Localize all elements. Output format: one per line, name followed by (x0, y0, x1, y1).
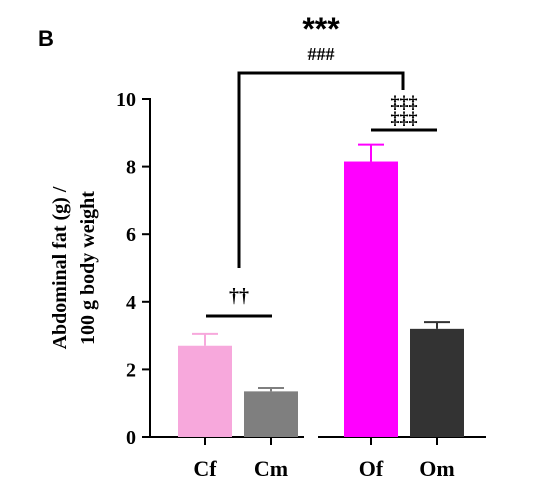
y-axis-label-line-2: 100 g body weight (77, 191, 99, 345)
main-significance-hash: ### (308, 44, 335, 64)
main-significance-stars: *** (302, 11, 340, 47)
x-tick-labels: Cf Cm Of Om (193, 456, 454, 481)
x-tick-label: Cm (254, 456, 288, 481)
x-tick-label: Om (419, 456, 454, 481)
of-om-significance-row-1: ‡‡‡ (391, 92, 418, 112)
main-bracket (237, 71, 405, 268)
panel-label: B (38, 26, 54, 51)
x-tick-label: Cf (193, 456, 217, 481)
of-om-significance-row-2: ‡‡‡ (391, 108, 418, 128)
significance-annotations: †† ‡‡‡‡‡‡ ***### (206, 11, 437, 318)
y-tick-label: 4 (126, 292, 136, 314)
y-tick-label: 2 (126, 359, 136, 381)
y-tick-label: 8 (126, 157, 136, 179)
y-axis-label: Abdominal fat (g) / 100 g body weight (49, 186, 99, 349)
y-tick-label: 10 (116, 89, 136, 111)
bar-of (344, 161, 398, 437)
cf-cm-significance: †† (229, 285, 249, 307)
bar-cm (244, 391, 298, 437)
y-tick-label: 6 (126, 224, 136, 246)
bars (178, 161, 464, 437)
bar-om (410, 328, 464, 437)
x-tick-label: Of (359, 456, 384, 481)
y-tick-label: 0 (126, 427, 136, 449)
bar-cf (178, 345, 232, 437)
error-bars (192, 143, 450, 392)
y-axis-label-line-1: Abdominal fat (g) / (49, 186, 71, 349)
